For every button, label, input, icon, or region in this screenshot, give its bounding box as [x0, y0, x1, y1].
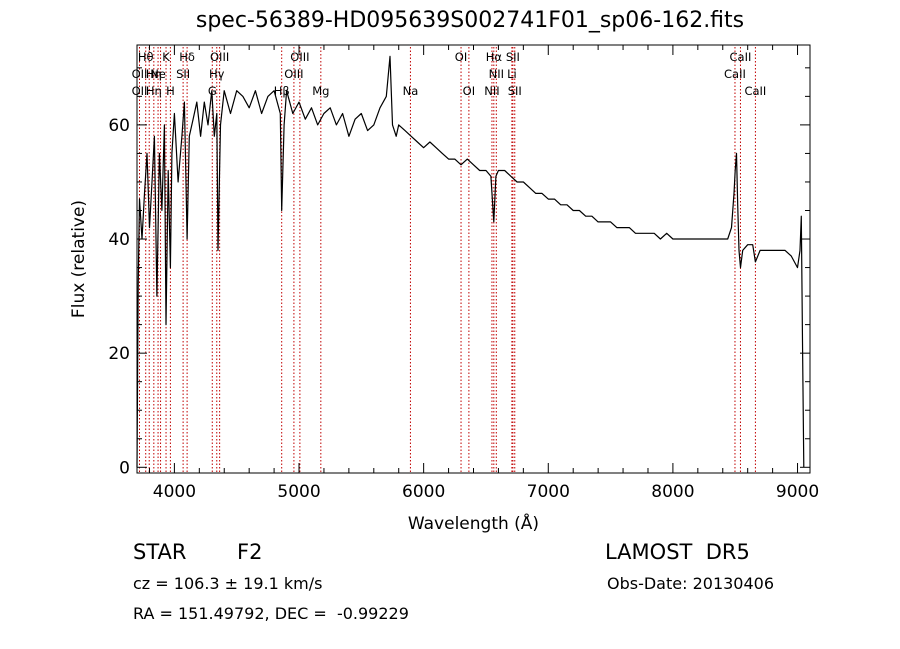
object-type: STAR [133, 540, 187, 564]
line-marker-label: CaII [730, 50, 752, 64]
line-marker-label: K [162, 50, 170, 64]
chart-title: spec-56389-HD095639S002741F01_sp06-162.f… [195, 8, 745, 33]
line-marker-label: Hγ [209, 67, 225, 81]
redshift-velocity: cz = 106.3 ± 19.1 km/s [133, 574, 323, 593]
line-marker-label: NII [489, 67, 504, 81]
line-marker-label: Hα [486, 50, 503, 64]
line-marker-label: Ne [150, 67, 166, 81]
y-tick-label: 0 [119, 458, 130, 478]
survey-name: LAMOST DR5 [605, 540, 750, 564]
line-marker-label: OII [132, 84, 148, 98]
y-tick-label: 40 [108, 230, 130, 250]
ra-dec-coordinates: RA = 151.49792, DEC = -0.99229 [133, 604, 409, 623]
x-tick-label: 6000 [402, 482, 445, 502]
line-marker-label: H [166, 84, 175, 98]
line-marker-label: OIII [210, 50, 229, 64]
y-axis-label: Flux (relative) [69, 200, 89, 318]
x-axis-label: Wavelength (Å) [408, 512, 539, 534]
line-marker-label: Hδ [179, 50, 195, 64]
line-marker-label: SII [506, 50, 520, 64]
line-marker-label: SII [176, 67, 190, 81]
line-marker-label: SII [508, 84, 522, 98]
x-tick-label: 4000 [153, 482, 196, 502]
line-marker-label: NII [484, 84, 499, 98]
x-tick-label: 5000 [277, 482, 320, 502]
y-tick-label: 20 [108, 344, 130, 364]
line-marker-label: Hη [146, 84, 162, 98]
line-marker-label: Hβ [274, 84, 290, 98]
line-marker-label: Hθ [138, 50, 154, 64]
line-marker-label: OIII [290, 50, 309, 64]
line-marker-label: OI [463, 84, 475, 98]
line-marker-label: Mg [312, 84, 329, 98]
line-marker-label: OI [455, 50, 467, 64]
line-marker-label: OIII [284, 67, 303, 81]
x-tick-label: 9000 [776, 482, 819, 502]
x-tick-label: 7000 [527, 482, 570, 502]
observation-date: Obs-Date: 20130406 [607, 574, 775, 593]
x-tick-label: 8000 [651, 482, 694, 502]
y-tick-label: 60 [108, 116, 130, 136]
plot-frame [136, 44, 811, 474]
spectral-subclass: F2 [237, 540, 263, 564]
line-marker-label: CaII [744, 84, 766, 98]
spectrum-line [136, 55, 805, 468]
line-marker-label: Li [507, 67, 517, 81]
line-marker-label: Hη [146, 67, 162, 81]
line-marker-label: G [208, 84, 217, 98]
line-marker-label: Na [403, 84, 419, 98]
line-marker-label: CaII [724, 67, 746, 81]
line-marker-label: OII [132, 67, 148, 81]
